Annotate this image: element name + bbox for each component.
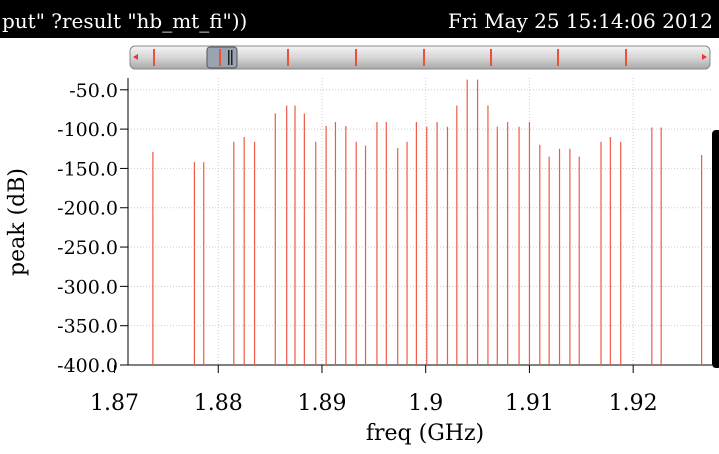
x-axis-label: freq (GHz) bbox=[366, 421, 484, 446]
y-axis-label: peak (dB) bbox=[5, 168, 30, 276]
title-bar bbox=[0, 0, 719, 38]
x-tick-label: 1.9 bbox=[408, 391, 443, 416]
scroll-left[interactable] bbox=[133, 54, 138, 60]
x-tick-label: 1.88 bbox=[194, 391, 243, 416]
x-tick-label: 1.89 bbox=[297, 391, 346, 416]
x-tick-label: 1.91 bbox=[505, 391, 554, 416]
x-tick-label: 1.87 bbox=[90, 391, 139, 416]
command-text: put" ?result "hb_mt_fi")) bbox=[2, 9, 247, 33]
y-tick-label: -100.0 bbox=[57, 119, 118, 141]
scroll-markers bbox=[153, 49, 627, 66]
thumb-marker bbox=[219, 49, 221, 66]
datetime: Fri May 25 15:14:06 2012 bbox=[448, 9, 713, 33]
thumb-grip bbox=[228, 50, 230, 65]
x-scrollbar[interactable] bbox=[129, 45, 711, 70]
y-scrollbar[interactable] bbox=[712, 130, 719, 368]
y-tick-label: -300.0 bbox=[57, 276, 118, 298]
thumb-grip bbox=[231, 50, 233, 65]
scroll-right[interactable] bbox=[702, 54, 707, 60]
x-tick-label: 1.92 bbox=[609, 391, 658, 416]
y-tick-label: -150.0 bbox=[57, 158, 118, 180]
y-tick-label: -200.0 bbox=[57, 198, 118, 220]
y-tick-label: -50.0 bbox=[69, 80, 118, 102]
y-tick-label: -250.0 bbox=[57, 237, 118, 259]
y-tick-label: -400.0 bbox=[57, 355, 118, 377]
y-tick-label: -350.0 bbox=[57, 316, 118, 338]
